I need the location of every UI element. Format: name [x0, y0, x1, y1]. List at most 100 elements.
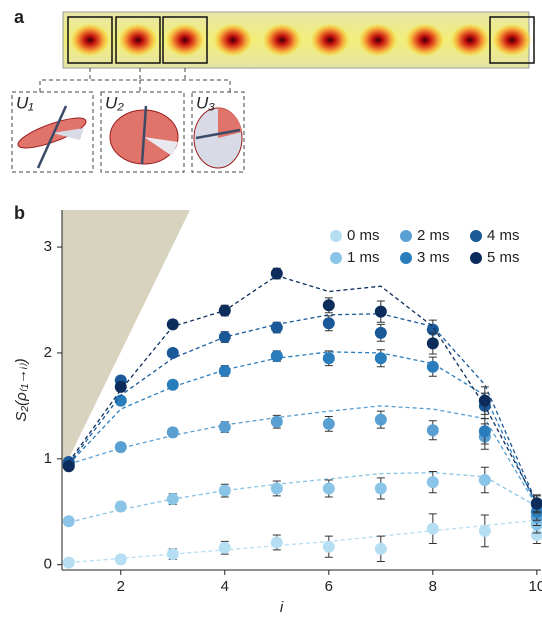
point: [270, 267, 283, 280]
x-tick-label: 4: [221, 578, 229, 595]
fit-line: [68, 471, 538, 523]
u-box: [100, 91, 185, 173]
point: [426, 476, 439, 489]
point: [62, 556, 75, 569]
point: [478, 425, 491, 438]
point: [218, 304, 231, 317]
x-tick-label: 10: [528, 578, 542, 595]
y-axis-label: S₂(ρ₍₁→ᵢ₎): [13, 358, 30, 421]
bracket: [39, 68, 231, 92]
ellipse-sector: [52, 128, 84, 140]
point: [218, 484, 231, 497]
y-tick-label: 2: [44, 344, 52, 361]
ion: [165, 23, 205, 57]
legend-label: 5 ms: [487, 249, 520, 266]
point: [218, 421, 231, 434]
ion: [492, 23, 532, 57]
y-tick-label: 0: [44, 556, 52, 573]
point: [166, 426, 179, 439]
ion: [118, 23, 158, 57]
fit-line: [68, 405, 538, 507]
point: [322, 540, 335, 553]
ion-image: [62, 11, 535, 69]
fit-line: [68, 519, 537, 564]
fit-line: [68, 274, 538, 504]
panel-label: a: [14, 7, 25, 27]
point: [62, 515, 75, 528]
point: [270, 350, 283, 363]
point: [114, 380, 127, 393]
legend-marker: [330, 252, 342, 264]
point: [114, 553, 127, 566]
ion: [310, 23, 350, 57]
point: [322, 317, 335, 330]
point: [426, 337, 439, 350]
forbidden-region: [62, 210, 190, 470]
fit-line: [68, 313, 538, 504]
x-tick-label: 6: [325, 578, 333, 595]
point: [426, 424, 439, 437]
connectors: [11, 68, 245, 173]
legend-label: 0 ms: [347, 227, 380, 244]
point: [114, 394, 127, 407]
legend-marker: [470, 252, 482, 264]
point: [426, 522, 439, 535]
ion: [450, 23, 490, 57]
point: [270, 482, 283, 495]
point: [166, 318, 179, 331]
point: [322, 417, 335, 430]
point: [270, 536, 283, 549]
legend-label: 2 ms: [417, 227, 450, 244]
legend-label: 1 ms: [347, 249, 380, 266]
unitary-label: U₃: [196, 93, 215, 112]
point: [374, 482, 387, 495]
point: [114, 441, 127, 454]
panel-label: b: [14, 203, 25, 223]
point: [374, 542, 387, 555]
plot: 0 1 2 3 2 4 6 8 10 i S₂(ρ₍₁→ᵢ₎) 0 ms 1 ms 2 ms 3 ms 4 m…: [13, 210, 542, 616]
ion: [70, 23, 110, 57]
vector: [195, 128, 241, 140]
point: [426, 360, 439, 373]
legend-label: 3 ms: [417, 249, 450, 266]
point: [478, 394, 491, 407]
vector: [36, 105, 68, 169]
point: [62, 460, 75, 473]
y-tick-label: 3: [44, 238, 52, 255]
bloch-ellipses: [17, 105, 243, 169]
fit-line: [68, 351, 538, 507]
u-box: [11, 91, 94, 173]
point: [478, 474, 491, 486]
point: [166, 346, 179, 359]
point: [270, 321, 283, 334]
u-box: [191, 91, 245, 173]
ion-box: [115, 16, 161, 64]
point: [218, 541, 231, 554]
legend-marker: [470, 230, 482, 242]
ion: [213, 23, 253, 57]
unitary-label: U₂: [105, 93, 124, 112]
ion-box: [489, 16, 535, 64]
vector: [140, 105, 148, 165]
point: [530, 529, 542, 542]
legend-marker: [400, 252, 412, 264]
x-axis-label: i: [280, 599, 284, 616]
point: [322, 299, 335, 312]
y-tick-label: 1: [44, 450, 52, 467]
point: [478, 524, 491, 537]
legend-marker: [330, 230, 342, 242]
point: [166, 548, 179, 561]
point: [114, 500, 127, 513]
point: [166, 493, 179, 506]
point: [530, 497, 542, 510]
x-tick-label: 8: [429, 578, 437, 595]
x-tick-label: 2: [117, 578, 125, 595]
ion: [358, 23, 398, 57]
legend-marker: [400, 230, 412, 242]
ion: [405, 23, 445, 57]
ellipse-sector: [144, 137, 178, 156]
point: [322, 482, 335, 495]
point: [166, 378, 179, 391]
